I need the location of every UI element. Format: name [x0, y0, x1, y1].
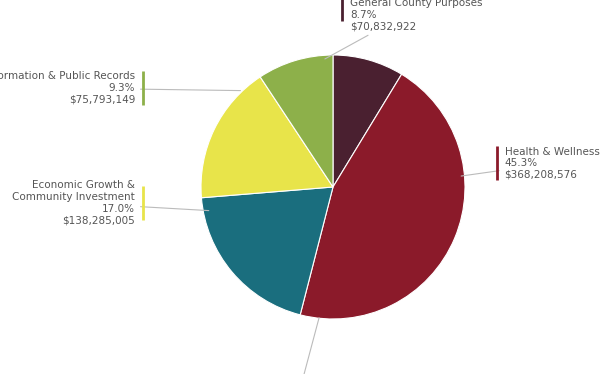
Wedge shape: [300, 74, 465, 319]
Wedge shape: [201, 77, 333, 198]
Text: Health & Wellness
45.3%
$368,208,576: Health & Wellness 45.3% $368,208,576: [461, 147, 599, 180]
Text: Strategic Team &
General County Purposes
8.7%
$70,832,922: Strategic Team & General County Purposes…: [325, 0, 482, 59]
Text: Economic Growth &
Community Investment
17.0%
$138,285,005: Economic Growth & Community Investment 1…: [12, 180, 209, 225]
Text: Safety & Justice
19.7%
$160,275,540: Safety & Justice 19.7% $160,275,540: [255, 318, 337, 374]
Text: Information & Public Records
9.3%
$75,793,149: Information & Public Records 9.3% $75,79…: [0, 71, 241, 105]
Wedge shape: [202, 187, 333, 315]
Wedge shape: [260, 55, 333, 187]
Wedge shape: [333, 55, 401, 187]
